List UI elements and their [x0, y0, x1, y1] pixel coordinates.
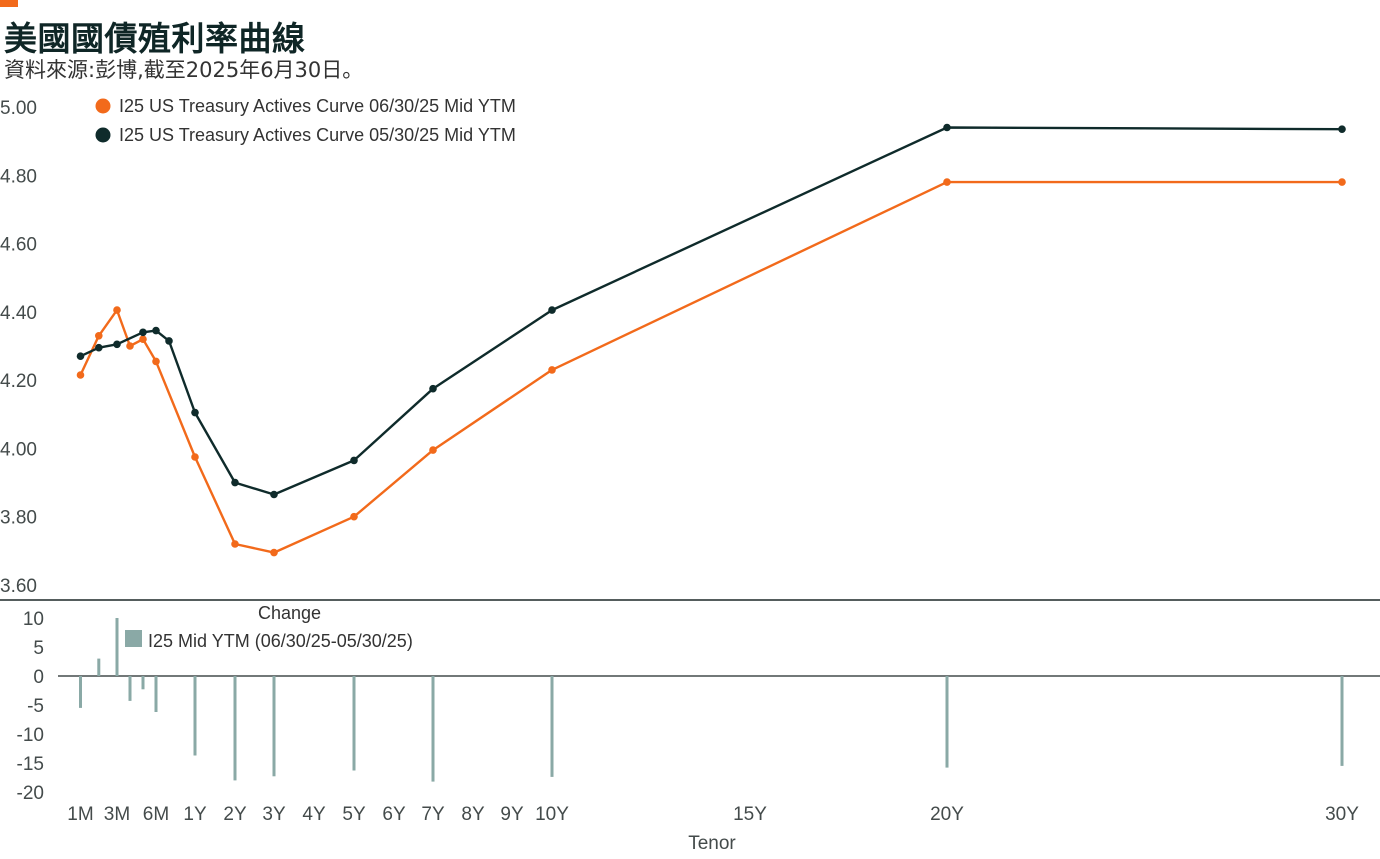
x-tick-label: 2Y — [223, 804, 247, 825]
legend-label-change: I25 Mid YTM (06/30/25-05/30/25) — [148, 631, 413, 651]
legend-label-2: I25 US Treasury Actives Curve 05/30/25 M… — [119, 125, 516, 145]
data-point-2 — [943, 123, 951, 132]
x-tick-label: 10Y — [535, 804, 569, 825]
data-point-1 — [152, 357, 160, 366]
x-tick-label: 6Y — [382, 804, 406, 825]
y-tick-label-bottom: -15 — [17, 754, 44, 775]
data-point-1 — [95, 332, 103, 340]
x-tick-label: 8Y — [461, 804, 485, 825]
y-tick-label-top: 4.40 — [0, 303, 37, 324]
data-point-2 — [548, 306, 556, 314]
x-tick-label: 20Y — [930, 804, 964, 825]
data-point-1 — [191, 453, 199, 461]
change-bar — [141, 676, 145, 690]
change-bar — [431, 676, 435, 782]
x-tick-label: 1Y — [183, 804, 207, 825]
x-tick-label: 15Y — [733, 804, 767, 825]
change-bar — [115, 618, 119, 676]
x-tick-label: 1M — [67, 804, 93, 825]
y-tick-label-top: 4.20 — [0, 371, 37, 392]
data-point-2 — [350, 456, 358, 465]
data-point-2 — [429, 384, 437, 393]
x-tick-label: 3M — [104, 804, 130, 825]
y-tick-label-bottom: -20 — [17, 783, 44, 804]
y-tick-label-top: 3.80 — [0, 508, 37, 529]
bottom-panel-title: Change — [258, 603, 321, 623]
data-point-2 — [231, 478, 239, 487]
x-tick-label: 30Y — [1325, 804, 1359, 825]
change-bar — [154, 676, 158, 712]
legend-label-1: I25 US Treasury Actives Curve 06/30/25 M… — [119, 96, 516, 116]
data-point-2 — [165, 337, 173, 345]
data-point-2 — [95, 343, 103, 352]
legend-marker-1 — [95, 98, 111, 114]
data-point-1 — [350, 512, 358, 521]
data-point-1 — [231, 540, 239, 548]
data-point-2 — [139, 328, 147, 337]
accent-bar — [0, 0, 18, 7]
y-tick-label-bottom: 5 — [33, 638, 44, 659]
y-tick-label-bottom: -5 — [27, 696, 44, 717]
data-point-1 — [548, 366, 556, 374]
y-tick-label-top: 4.60 — [0, 235, 37, 256]
series-line-1 — [79, 180, 1342, 554]
series-line-2 — [79, 126, 1343, 496]
change-bar — [1340, 676, 1344, 766]
change-bar — [352, 676, 356, 771]
change-bar — [550, 676, 554, 777]
x-tick-label: 6M — [143, 804, 169, 825]
data-point-1 — [113, 306, 121, 314]
x-tick-label: 3Y — [262, 804, 286, 825]
x-tick-label: 9Y — [500, 804, 524, 825]
x-axis-title: Tenor — [688, 833, 736, 854]
change-bar — [79, 676, 82, 708]
change-bar — [97, 658, 101, 676]
legend-marker-2 — [95, 127, 111, 143]
y-tick-label-top: 4.00 — [0, 439, 37, 460]
y-tick-label-bottom: 10 — [23, 609, 44, 630]
chart-subtitle: 資料來源:彭博,截至2025年6月30日。 — [4, 58, 364, 82]
y-tick-label-top: 5.00 — [0, 98, 37, 119]
data-point-2 — [113, 340, 121, 349]
change-bar — [233, 676, 237, 781]
data-point-1 — [943, 178, 951, 186]
data-point-2 — [152, 326, 160, 335]
data-point-1 — [429, 446, 437, 454]
x-tick-label: 5Y — [342, 804, 366, 825]
data-point-2 — [1338, 125, 1346, 133]
data-point-1 — [270, 548, 278, 557]
change-bar — [272, 676, 276, 777]
change-bar — [945, 676, 949, 768]
data-point-1 — [126, 342, 134, 350]
y-tick-label-top: 3.60 — [0, 576, 37, 597]
y-tick-label-bottom: -10 — [17, 725, 44, 746]
legend-marker-change — [125, 630, 142, 647]
data-point-2 — [76, 352, 85, 361]
y-tick-label-top: 4.80 — [0, 166, 37, 187]
x-tick-label: 7Y — [421, 804, 445, 825]
change-bar — [128, 676, 132, 701]
data-point-2 — [191, 408, 199, 417]
data-point-1 — [76, 371, 85, 379]
x-tick-label: 4Y — [302, 804, 326, 825]
chart-title: 美國國債殖利率曲線 — [4, 19, 306, 58]
y-tick-label-bottom: 0 — [33, 667, 44, 688]
data-point-2 — [270, 490, 278, 499]
data-point-1 — [1338, 178, 1346, 186]
change-bar — [193, 676, 197, 756]
data-point-1 — [139, 335, 147, 344]
